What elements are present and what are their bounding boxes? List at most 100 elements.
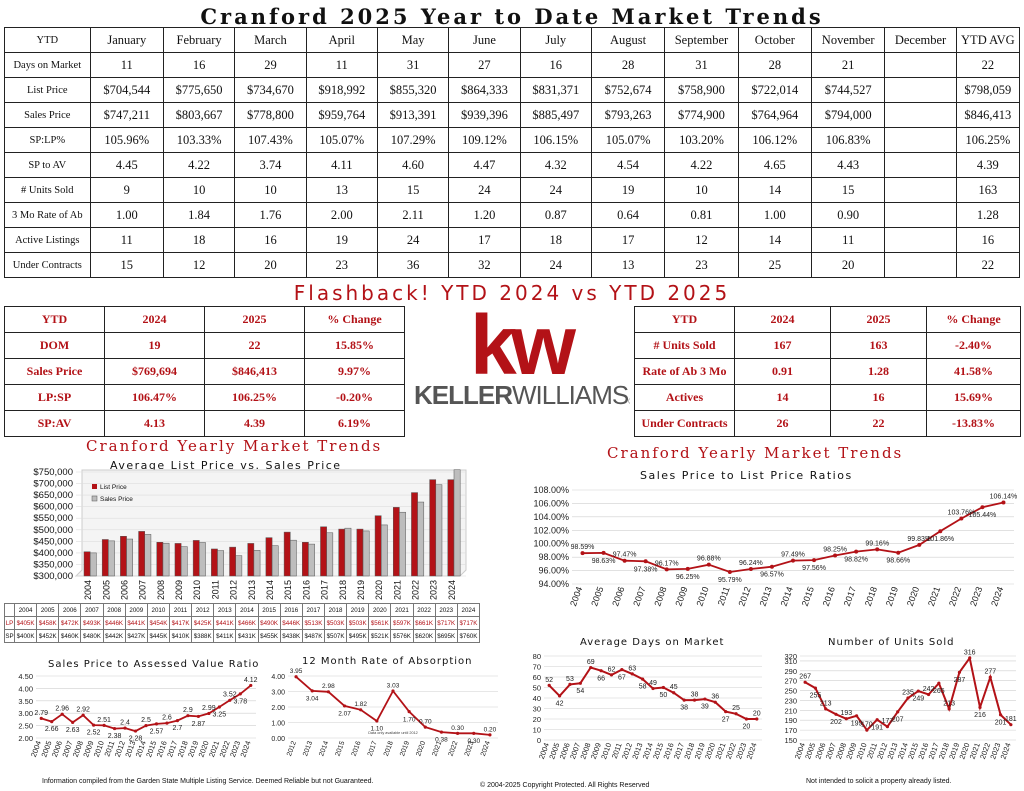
- data-point: [980, 505, 985, 510]
- line-x-tick-label: 2016: [821, 585, 837, 607]
- data-point: [651, 686, 655, 691]
- lp-table-cell: $405K: [13, 616, 38, 630]
- ytd-cell: 36: [376, 252, 450, 278]
- absorption-line-chart: 4.00 3.00 2.00 1.00 0.00 3.95 3.042.98 2.071.82…: [271, 668, 498, 757]
- compare-cell: $846,413: [204, 358, 305, 385]
- data-point: [885, 725, 890, 729]
- ytd-cell: 24: [448, 177, 521, 203]
- data-point: [672, 691, 676, 695]
- compare-cell: -13.83%: [926, 410, 1021, 437]
- lp-table-cell: 2018: [323, 603, 348, 617]
- data-label: 316: [964, 649, 976, 656]
- ytd-row: SP to AV 4.45 4.22 3.74 4.11 4.60 4.47 4.32 4.54…: [4, 152, 1021, 178]
- data-label: 3.78: [233, 698, 247, 705]
- data-label: 2.38: [108, 733, 122, 740]
- ytd-cell: 103.33%: [162, 127, 236, 153]
- data-label: 2.52: [87, 730, 101, 737]
- yearly-trends-heading-left: Cranford Yearly Market Trends: [86, 437, 383, 455]
- line-x-tick-label: 2021: [926, 585, 942, 607]
- data-point: [926, 692, 931, 697]
- data-label: 3.52: [223, 692, 237, 699]
- ytd-cell: 28: [737, 52, 813, 78]
- compare-cell: 6.19%: [304, 410, 405, 437]
- list-price-bar: [83, 551, 91, 577]
- ytd-cell: 4.60: [376, 152, 450, 178]
- sales-price-bar: [308, 543, 315, 577]
- line-y-tick-label: 3.00: [271, 690, 285, 697]
- lp-table-cell: $455K: [257, 629, 281, 643]
- data-label: 2.07: [338, 711, 351, 718]
- bar-x-tick-label: 2014: [265, 580, 275, 600]
- data-point: [249, 683, 253, 688]
- list-price-bar: [138, 531, 146, 577]
- ytd-cell: 2.00: [305, 202, 378, 228]
- lp-table-cell: 2024: [456, 603, 481, 617]
- ytd-cell: 13: [305, 177, 378, 203]
- ytd-cell: $752,674: [590, 77, 666, 103]
- bar-y-tick-label: $500,000: [33, 525, 73, 536]
- data-point: [706, 562, 711, 567]
- ytd-cell: $855,320: [376, 77, 450, 103]
- compare-row: Actives 14 16 15.69%: [634, 384, 1021, 411]
- data-label: 287: [954, 677, 966, 684]
- line-y-tick-label: 80: [533, 652, 541, 661]
- lp-table-cell: $446K: [102, 616, 126, 630]
- data-label: 38: [691, 692, 699, 699]
- ytd-cell: [884, 77, 957, 103]
- ytd-cell: 1.00: [737, 202, 813, 228]
- data-point: [812, 558, 817, 563]
- line-x-tick-label: 2018: [863, 585, 879, 607]
- ytd-header-cell: December: [884, 27, 957, 53]
- data-point: [599, 669, 603, 673]
- sales-price-bar: [108, 540, 115, 577]
- sp-av-line-chart: 4.504.003.503.002.502.002.792.662.962.63…: [18, 672, 257, 758]
- ytd-cell: 10: [664, 177, 739, 203]
- data-point: [803, 680, 807, 684]
- data-label: 3.03: [387, 682, 400, 689]
- list-price-bar: [211, 548, 218, 577]
- chart-note: Data only available until 2012: [368, 731, 418, 735]
- list-price-bar: [247, 543, 255, 577]
- line-x-tick-label: 2020: [905, 585, 921, 607]
- lp-table-cell: $695K: [434, 629, 458, 643]
- sales-price-bar: [162, 542, 170, 577]
- ytd-cell: 4.54: [590, 152, 666, 178]
- ytd-cell: $793,263: [590, 102, 666, 128]
- ytd-cell: $747,211: [89, 102, 164, 128]
- list-price-bar: [101, 539, 109, 577]
- line-x-tick-label: 2004: [568, 585, 584, 607]
- data-label: 98.63%: [592, 558, 616, 565]
- line-y-tick-label: 70: [533, 663, 541, 672]
- ytd-cell: 109.12%: [448, 127, 521, 153]
- ytd-cell: 12: [162, 252, 236, 278]
- compare-header-cell: 2024: [734, 306, 831, 333]
- lp-table-cell: $411K: [213, 629, 237, 643]
- ytd-cell: [884, 252, 957, 278]
- bar-y-tick-label: $750,000: [33, 467, 73, 478]
- ytd-row: Sales Price $747,211 $803,667 $778,800 $959,…: [4, 102, 1021, 128]
- data-label: 39: [701, 704, 709, 711]
- ytd-cell: 9: [89, 177, 164, 203]
- data-point: [692, 698, 697, 702]
- ytd-cell: 4.45: [89, 152, 164, 178]
- line-x-tick-label: 2016: [351, 740, 363, 757]
- data-label: 202: [830, 719, 842, 726]
- ytd-cell: 16: [234, 227, 307, 253]
- ytd-cell: $794,000: [810, 102, 886, 128]
- data-point: [439, 730, 444, 734]
- lp-table-cell: 2005: [36, 603, 60, 617]
- ytd-header-cell: YTD AVG: [955, 27, 1021, 53]
- data-point: [748, 566, 753, 571]
- ytd-cell: 24: [376, 227, 450, 253]
- line-x-tick-label: 2019: [399, 740, 411, 757]
- data-label: 99.16%: [865, 540, 889, 547]
- lp-table-cell: $561K: [368, 616, 392, 630]
- data-label: 69: [587, 659, 595, 666]
- line-y-tick-label: 0: [537, 736, 541, 745]
- ytd-cell: [884, 127, 957, 153]
- data-label: 99.83%: [907, 536, 931, 543]
- lp-table-cell: $760K: [456, 629, 481, 643]
- ytd-cell: 4.47: [448, 152, 521, 178]
- ytd-cell: $846,413: [955, 102, 1021, 128]
- data-point: [407, 710, 411, 714]
